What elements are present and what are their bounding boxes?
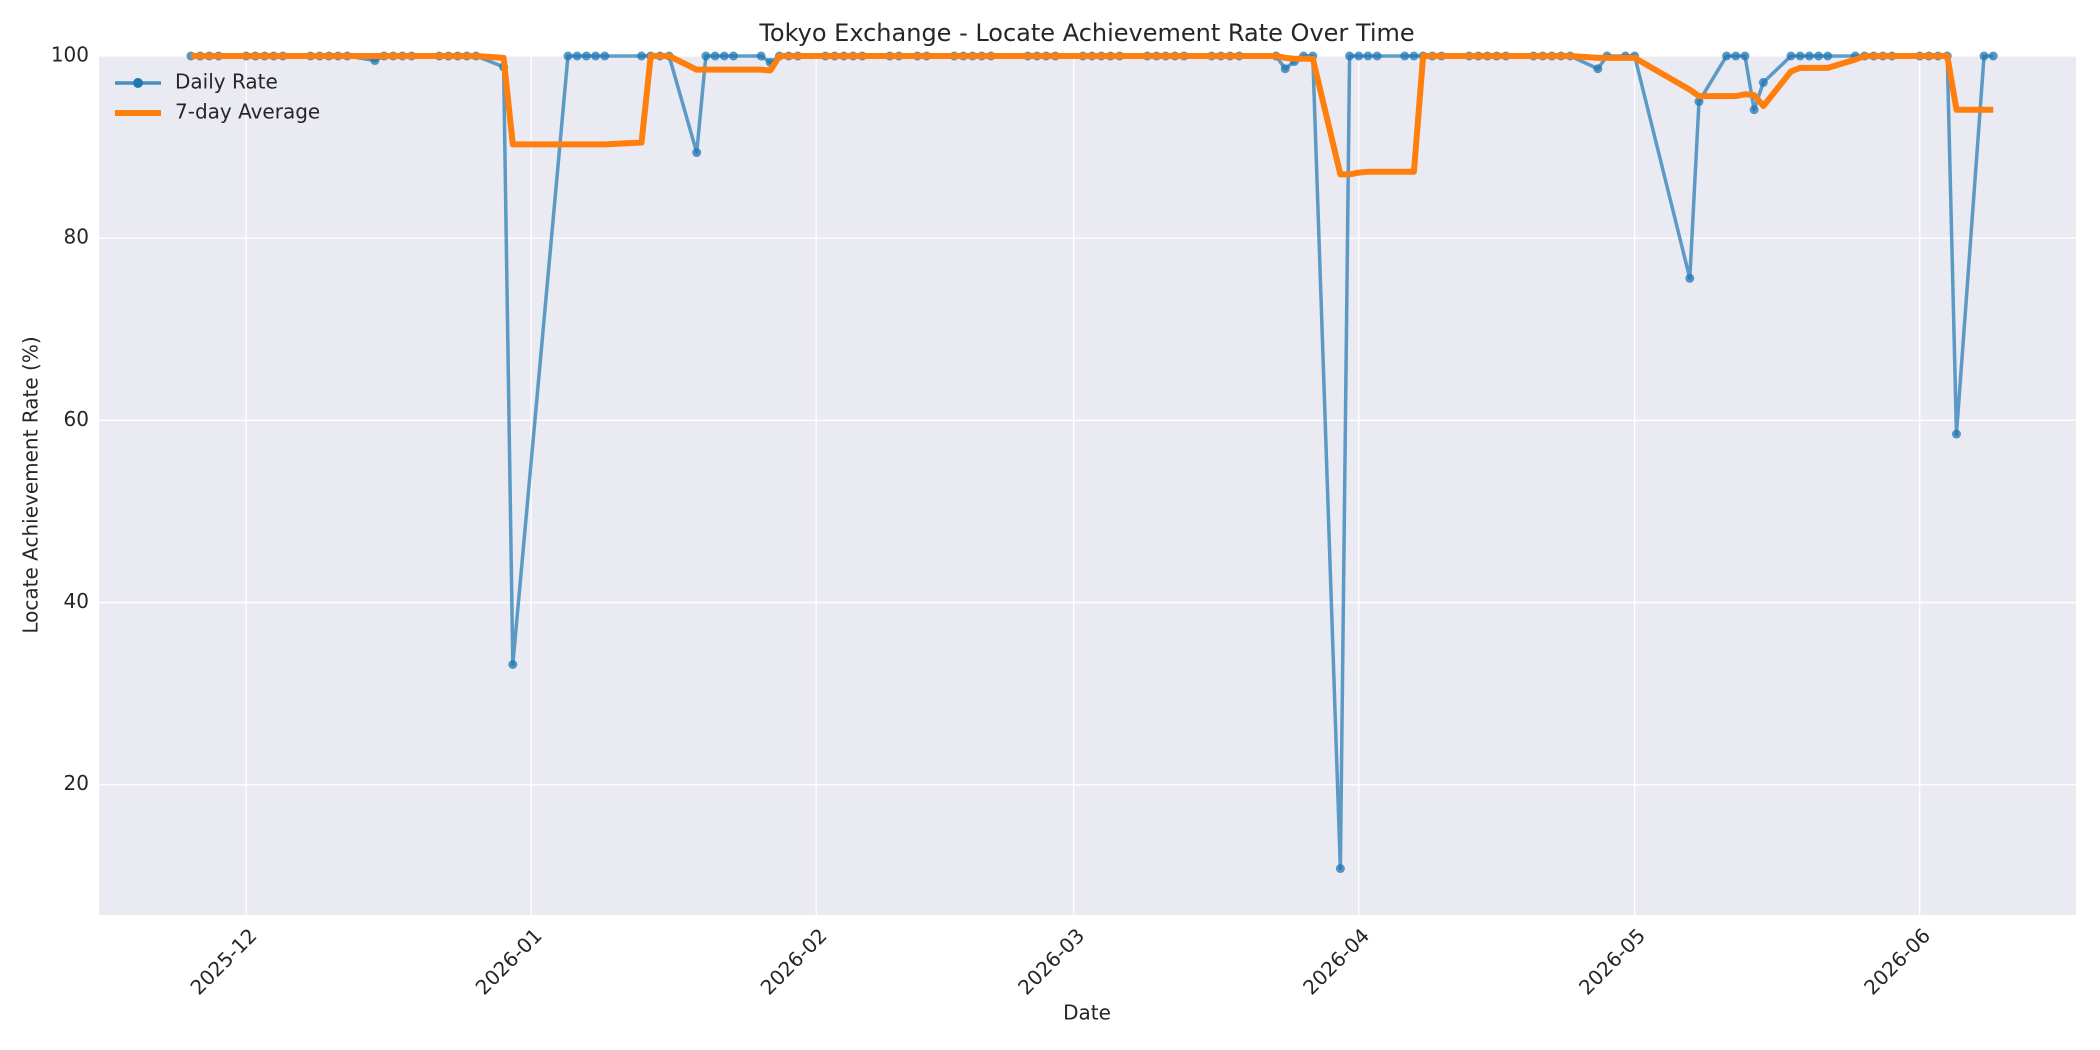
plot xyxy=(186,51,1998,874)
data-point xyxy=(1345,51,1355,61)
data-point xyxy=(1823,51,1833,61)
data-point xyxy=(1758,77,1768,87)
data-point xyxy=(1749,105,1759,115)
data-point xyxy=(1372,51,1382,61)
data-point xyxy=(710,51,720,61)
data-point xyxy=(1951,429,1961,439)
data-point xyxy=(508,659,518,669)
data-point xyxy=(563,51,573,61)
x-tick-label: 2026-03 xyxy=(1013,923,1089,999)
data-point xyxy=(692,148,702,158)
x-axis-label: Date xyxy=(1063,1001,1111,1025)
x-tick-label: 2026-05 xyxy=(1574,923,1650,999)
legend-label: 7-day Average xyxy=(175,100,320,124)
data-point xyxy=(581,51,591,61)
chart-title: Tokyo Exchange - Locate Achievement Rate… xyxy=(758,19,1414,47)
x-tick-label: 2026-01 xyxy=(471,923,547,999)
x-tick-label: 2025-12 xyxy=(185,923,261,999)
data-point xyxy=(1979,51,1989,61)
y-axis-label: Locate Achievement Rate (%) xyxy=(19,336,43,633)
data-point xyxy=(637,51,647,61)
data-point xyxy=(1786,51,1796,61)
data-point xyxy=(1988,51,1998,61)
data-point xyxy=(1400,51,1410,61)
data-point xyxy=(701,51,711,61)
x-tick-label: 2026-04 xyxy=(1298,923,1374,999)
y-tick-label: 40 xyxy=(64,589,89,613)
y-tick-label: 60 xyxy=(64,407,89,431)
x-tick-label: 2026-02 xyxy=(756,923,832,999)
series-line xyxy=(190,53,1994,178)
data-point xyxy=(1363,51,1373,61)
x-tick-label: 2026-06 xyxy=(1859,923,1935,999)
data-point xyxy=(1694,97,1704,107)
data-point xyxy=(1731,51,1741,61)
data-point xyxy=(591,51,601,61)
data-point xyxy=(719,51,729,61)
data-point xyxy=(1354,51,1364,61)
data-point xyxy=(1335,864,1345,874)
data-point xyxy=(1593,64,1603,74)
data-point xyxy=(756,51,766,61)
data-point xyxy=(1804,51,1814,61)
data-point xyxy=(1409,51,1419,61)
data-point xyxy=(1814,51,1824,61)
y-tick-label: 80 xyxy=(64,225,89,249)
legend-label: Daily Rate xyxy=(175,70,278,94)
data-point xyxy=(1722,51,1732,61)
data-point xyxy=(1795,51,1805,61)
legend-marker xyxy=(133,78,143,88)
data-point xyxy=(1280,64,1290,74)
plot-area xyxy=(99,56,2076,915)
data-point xyxy=(572,51,582,61)
data-point xyxy=(1740,51,1750,61)
data-point xyxy=(728,51,738,61)
data-point xyxy=(1685,273,1695,283)
data-point xyxy=(600,51,610,61)
y-tick-label: 20 xyxy=(64,771,89,795)
y-tick-label: 100 xyxy=(51,43,89,67)
